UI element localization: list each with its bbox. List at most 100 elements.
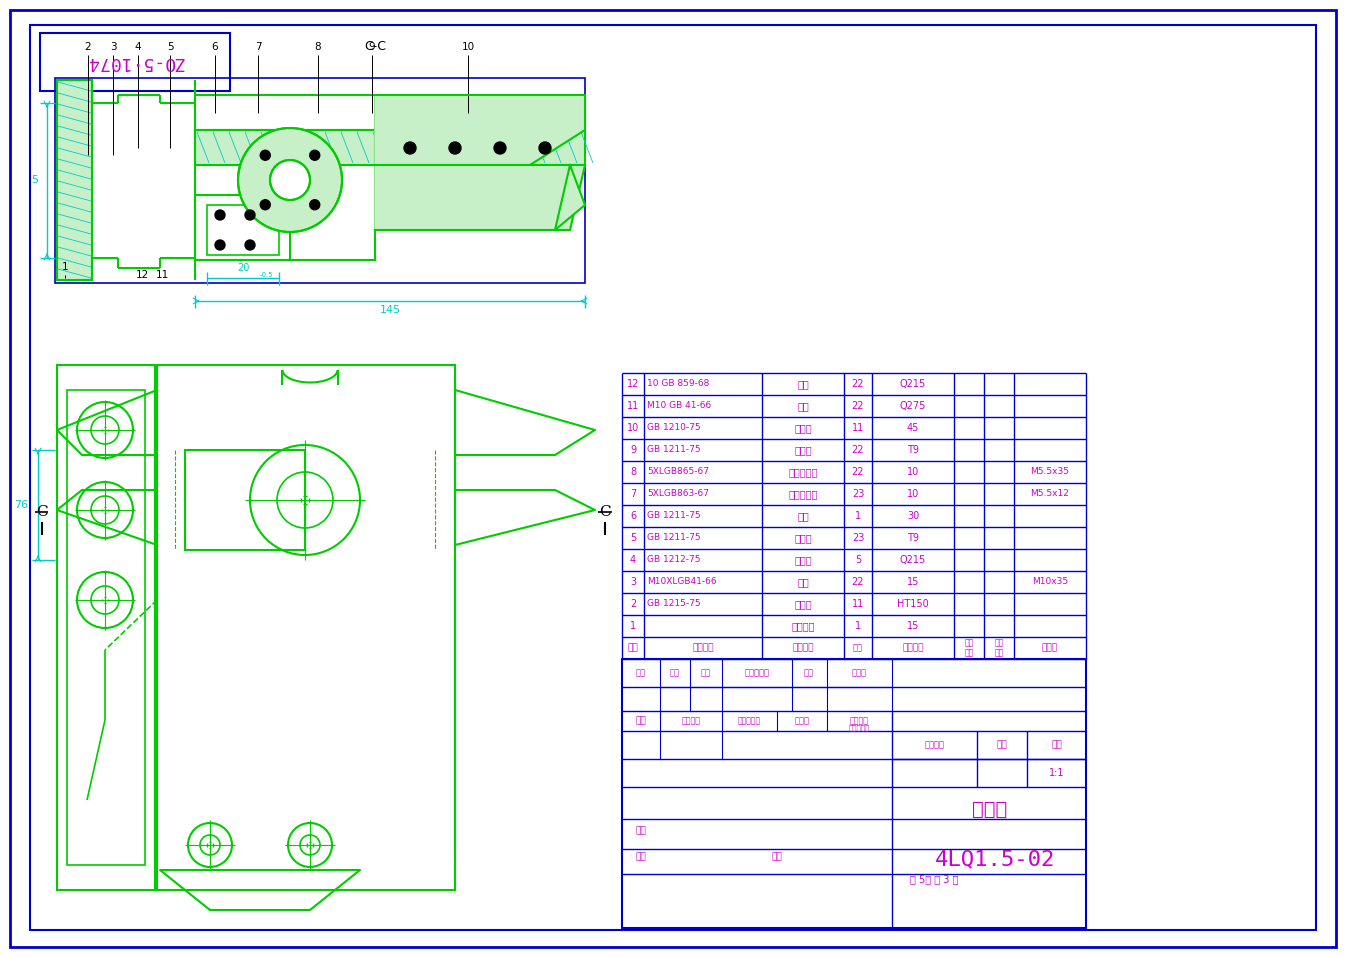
Text: 22: 22	[852, 401, 864, 411]
Text: T9: T9	[907, 533, 919, 543]
Text: 15: 15	[907, 577, 919, 587]
Text: 2: 2	[630, 599, 637, 609]
Text: GB 1215-75: GB 1215-75	[647, 599, 701, 609]
Circle shape	[245, 210, 254, 220]
Text: 审核: 审核	[635, 827, 646, 835]
Text: Q215: Q215	[900, 379, 926, 389]
Text: 重量: 重量	[964, 649, 973, 657]
Text: 11: 11	[852, 423, 864, 433]
Text: 重量: 重量	[995, 649, 1004, 657]
Bar	[195, 95, 376, 260]
Text: 阶段标记: 阶段标记	[925, 741, 945, 749]
Circle shape	[310, 200, 320, 210]
Text: 7: 7	[254, 42, 261, 52]
Text: 22: 22	[852, 445, 864, 455]
Text: 1:1: 1:1	[1049, 768, 1065, 778]
Text: -0.5: -0.5	[260, 272, 273, 278]
Text: 45: 45	[907, 423, 919, 433]
Text: 1: 1	[855, 621, 861, 631]
Text: ZO-5·1074: ZO-5·1074	[86, 53, 184, 71]
Text: 5: 5	[855, 555, 861, 565]
Circle shape	[215, 210, 225, 220]
Bar	[67, 390, 145, 865]
Text: M5.5x12: M5.5x12	[1031, 489, 1070, 499]
Text: 5XLGB863-67: 5XLGB863-67	[647, 489, 709, 499]
Text: 总计: 总计	[995, 638, 1004, 648]
Text: 1: 1	[630, 621, 637, 631]
Text: 标准化: 标准化	[794, 717, 809, 725]
Text: 6: 6	[630, 511, 637, 521]
Text: 4: 4	[135, 42, 141, 52]
Text: 9: 9	[369, 42, 376, 52]
Circle shape	[538, 142, 551, 154]
Circle shape	[260, 150, 271, 160]
Text: 10: 10	[907, 489, 919, 499]
Text: 动刃片铆钉: 动刃片铆钉	[789, 489, 817, 499]
Circle shape	[245, 240, 254, 250]
Text: 23: 23	[852, 489, 864, 499]
Polygon shape	[376, 165, 586, 230]
Text: 刃杆: 刃杆	[797, 511, 809, 521]
Text: 10: 10	[627, 423, 639, 433]
Text: 年月日: 年月日	[852, 669, 867, 678]
Text: 6: 6	[211, 42, 218, 52]
Circle shape	[404, 142, 416, 154]
Text: 备　注: 备 注	[1042, 643, 1058, 653]
Text: Q275: Q275	[900, 401, 926, 411]
Text: 10: 10	[907, 467, 919, 477]
Bar	[184, 450, 306, 550]
Bar	[195, 195, 289, 260]
Text: 护刃器: 护刃器	[794, 423, 812, 433]
Circle shape	[310, 150, 320, 160]
Text: 定刃片: 定刃片	[794, 445, 812, 455]
Text: 工艺: 工艺	[635, 853, 646, 861]
Text: 螺母: 螺母	[797, 401, 809, 411]
Text: 切割器: 切割器	[972, 799, 1008, 818]
Text: 1: 1	[62, 262, 69, 272]
Text: 设计: 设计	[635, 717, 646, 725]
Circle shape	[238, 128, 342, 232]
Text: M10x35: M10x35	[1032, 577, 1069, 587]
Text: 12: 12	[627, 379, 639, 389]
Text: C-C: C-C	[363, 40, 386, 54]
Text: 1: 1	[855, 511, 861, 521]
Bar	[195, 130, 586, 165]
Text: 4LQ1.5-02: 4LQ1.5-02	[935, 849, 1055, 869]
Text: 材　　料: 材 料	[902, 643, 923, 653]
Text: 共 5张 第 3 张: 共 5张 第 3 张	[910, 874, 958, 884]
Bar	[57, 80, 92, 280]
Text: 30: 30	[907, 511, 919, 521]
Text: 145: 145	[380, 305, 401, 315]
Text: 10 GB 859-68: 10 GB 859-68	[647, 380, 709, 389]
Text: 11: 11	[627, 401, 639, 411]
Text: 8: 8	[315, 42, 322, 52]
Text: GB 1210-75: GB 1210-75	[647, 424, 701, 433]
Bar	[622, 659, 1086, 928]
Circle shape	[260, 200, 271, 210]
Bar	[155, 365, 455, 890]
Text: 批准: 批准	[771, 853, 782, 861]
Text: 摩擦片: 摩擦片	[794, 599, 812, 609]
Text: 标记: 标记	[637, 669, 646, 678]
Circle shape	[494, 142, 506, 154]
Text: 3: 3	[109, 42, 116, 52]
Text: 垒圈: 垒圈	[797, 379, 809, 389]
Text: （年月日）: （年月日）	[848, 724, 870, 731]
Text: 代　　号: 代 号	[692, 643, 713, 653]
Text: 8: 8	[630, 467, 637, 477]
Text: 11: 11	[155, 270, 168, 280]
Text: T9: T9	[907, 445, 919, 455]
Text: GB 1211-75: GB 1211-75	[647, 533, 701, 543]
Text: 动刃片: 动刃片	[794, 533, 812, 543]
Text: （签名）: （签名）	[849, 717, 868, 725]
Text: 序号: 序号	[627, 643, 638, 653]
Text: 处数: 处数	[670, 669, 680, 678]
Text: 3: 3	[630, 577, 637, 587]
Text: 15: 15	[907, 621, 919, 631]
Bar	[57, 365, 157, 890]
Text: 7: 7	[630, 489, 637, 499]
Text: （签名）: （签名）	[681, 717, 700, 725]
Text: 签名: 签名	[804, 669, 814, 678]
Text: 名　　称: 名 称	[793, 643, 814, 653]
Text: M10 GB 41-66: M10 GB 41-66	[647, 402, 711, 411]
